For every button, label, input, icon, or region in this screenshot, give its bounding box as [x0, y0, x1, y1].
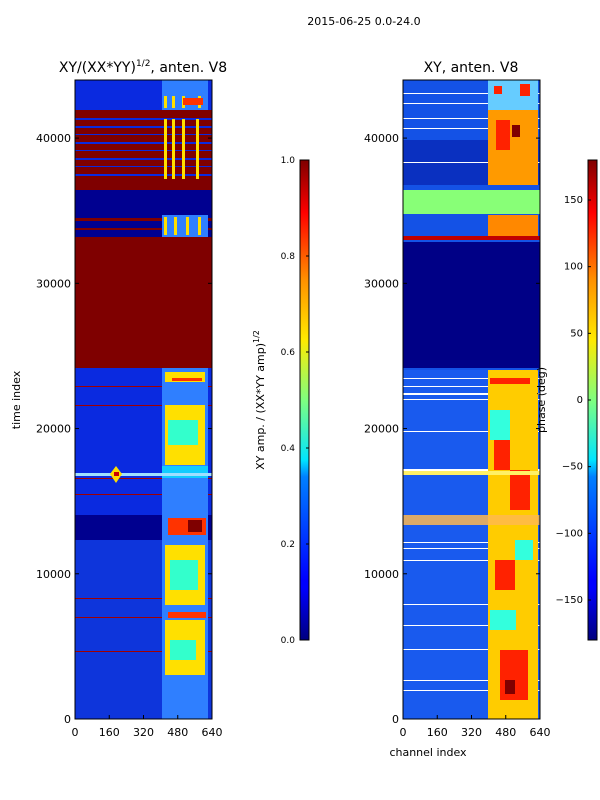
figure-suptitle: 2015-06-25 0.0-24.0 [307, 15, 420, 28]
left-colorbar-tick-label: 0.0 [281, 636, 296, 646]
left-saturated-band [75, 237, 212, 368]
left-xtick-label: 160 [99, 726, 120, 739]
left-colorbar-ticks: 0.0 0.2 0.4 0.6 0.8 1.0 [281, 156, 309, 646]
right-y-axis: 0 10000 20000 30000 40000 [364, 132, 540, 726]
left-upper-stripes [75, 118, 212, 176]
right-white-lines [403, 93, 540, 691]
left-colorbar-tick-label: 0.4 [281, 444, 296, 454]
right-xlabel: channel index [389, 746, 467, 759]
left-panel: XY/(XX*YY)1/2, anten. V8 [10, 59, 310, 739]
right-red-line [403, 236, 540, 240]
right-colorbar-tick-label: 150 [564, 195, 583, 206]
left-title: XY/(XX*YY)1/2, anten. V8 [59, 59, 227, 76]
right-xtick-label: 480 [495, 726, 516, 739]
left-high-variance-region [162, 80, 208, 719]
right-ytick-label: 40000 [364, 132, 399, 145]
left-ytick-label: 30000 [36, 277, 71, 290]
left-spike-marker [110, 466, 122, 483]
left-colorbar-gradient [299, 159, 310, 641]
right-colorbar-tick-label: −100 [556, 528, 583, 539]
left-colorbar-tick-label: 0.8 [281, 252, 296, 262]
left-colorbar-tick-label: 0.2 [281, 540, 295, 550]
left-ylabel: time index [10, 370, 23, 429]
left-red-line [75, 218, 212, 221]
left-colorbar-tick-label: 0.6 [281, 348, 296, 358]
right-panel: XY, anten. V8 [364, 60, 598, 759]
right-ytick-label: 0 [392, 713, 399, 726]
left-colorbar-tick-label: 1.0 [281, 156, 296, 166]
left-x-axis: 0 160 320 480 640 [72, 715, 223, 739]
right-xtick-label: 320 [461, 726, 482, 739]
right-transient-streak [403, 471, 540, 475]
left-ytick-label: 20000 [36, 423, 71, 436]
left-transient-streak [75, 473, 212, 476]
right-green-band [403, 190, 540, 214]
left-lower-red-lines [75, 386, 212, 652]
left-colorbar: 0.0 0.2 0.4 0.6 0.8 1.0 XY amp. / (XX*YY amp)… [252, 156, 310, 646]
left-red-line [75, 228, 212, 230]
left-xtick-label: 480 [167, 726, 188, 739]
right-colorbar-tick-label: −50 [562, 462, 583, 473]
right-orange-band [403, 515, 540, 525]
right-ytick-label: 10000 [364, 568, 399, 581]
right-colorbar-tick-label: 0 [577, 395, 583, 406]
left-heatmap [74, 79, 213, 720]
right-colorbar-ticks: −150 −100 −50 0 50 100 150 [556, 195, 591, 606]
left-xtick-label: 320 [133, 726, 154, 739]
left-colorbar-label: XY amp. / (XX*YY amp)1/2 [252, 330, 267, 470]
right-heatmap [402, 79, 541, 720]
right-ytick-label: 30000 [364, 277, 399, 290]
right-lower-dark-block [403, 242, 540, 368]
right-colorbar-tick-label: −150 [556, 595, 583, 606]
right-title: XY, anten. V8 [424, 60, 519, 76]
right-colorbar-tick-label: 100 [564, 262, 583, 273]
left-ytick-label: 0 [64, 713, 71, 726]
right-colorbar: −150 −100 −50 0 50 100 150 phase (deg) [535, 159, 598, 641]
right-colorbar-tick-label: 50 [570, 328, 583, 339]
right-ytick-label: 20000 [364, 423, 399, 436]
left-ytick-label: 40000 [36, 132, 71, 145]
left-xtick-label: 640 [202, 726, 223, 739]
right-colorbar-label: phase (deg) [535, 367, 548, 433]
right-x-axis: 0 160 320 480 640 [400, 715, 551, 739]
right-high-variance-region [488, 80, 538, 719]
left-y-axis: 0 10000 20000 30000 40000 [36, 132, 212, 726]
left-xtick-label: 0 [72, 726, 79, 739]
left-ytick-label: 10000 [36, 568, 71, 581]
right-xtick-label: 160 [427, 726, 448, 739]
right-xtick-label: 640 [530, 726, 551, 739]
right-xtick-label: 0 [400, 726, 407, 739]
